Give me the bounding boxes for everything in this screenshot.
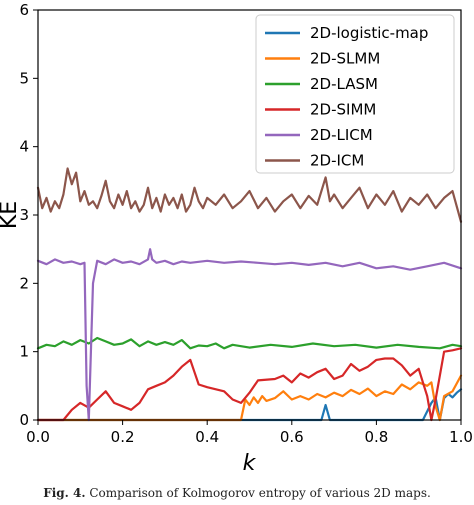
plot-lines	[36, 167, 463, 422]
y-tick-label: 4	[19, 138, 29, 156]
legend-entries: 2D-logistic-map 2D-SLMM 2D-LASM 2D-SIMM 2D-L…	[265, 24, 428, 170]
y-tick-label: 2	[19, 274, 29, 292]
y-tick-label: 0	[19, 411, 29, 429]
caption-label: Fig. 4.	[43, 486, 86, 500]
legend-label-4: 2D-LICM	[310, 126, 373, 144]
x-tick-label: 0.0	[26, 428, 50, 446]
x-tick-label: 0.4	[195, 428, 219, 446]
legend-label-2: 2D-LASM	[310, 75, 378, 93]
x-tick-label: 0.6	[280, 428, 304, 446]
y-axis-label: KE	[0, 201, 22, 229]
legend-label-1: 2D-SLMM	[310, 50, 380, 68]
y-tick-label: 1	[19, 343, 29, 361]
y-tick-label: 3	[19, 206, 29, 224]
legend-label-3: 2D-SIMM	[310, 101, 376, 119]
figure-caption: Fig. 4. Comparison of Kolmogorov entropy…	[0, 486, 474, 500]
x-tick-label: 0.2	[111, 428, 135, 446]
series-line-1	[36, 374, 463, 422]
series-line-5	[36, 167, 463, 223]
legend-label-5: 2D-ICM	[310, 152, 364, 170]
legend-box	[255, 14, 455, 174]
legend-label-0: 2D-logistic-map	[310, 24, 428, 42]
y-tick-label: 6	[19, 1, 29, 19]
series-line-4	[36, 248, 463, 422]
legend: 2D-logistic-map 2D-SLMM 2D-LASM 2D-SIMM 2D-L…	[255, 14, 455, 174]
series-line-3	[36, 347, 463, 422]
x-tick-label: 1.0	[449, 428, 473, 446]
series-line-2	[36, 336, 463, 350]
x-tick-label: 0.8	[364, 428, 388, 446]
y-tick-label: 5	[19, 69, 29, 87]
x-axis-ticks: 0.0 0.2 0.4 0.6 0.8 1.0	[26, 420, 473, 446]
x-axis-label: k	[243, 451, 257, 476]
y-axis-ticks: 0 1 2 3 4 5 6	[19, 1, 38, 429]
caption-text: Comparison of Kolmogorov entropy of vari…	[89, 486, 431, 500]
